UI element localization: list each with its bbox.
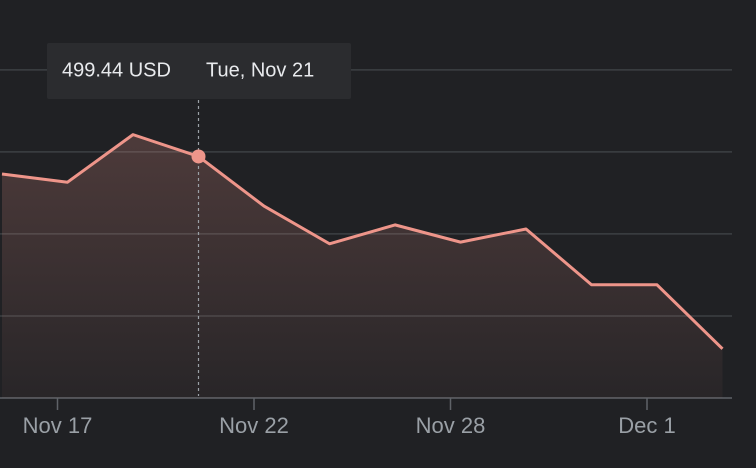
plot bbox=[1, 133, 724, 398]
price-line bbox=[1, 133, 724, 350]
area-fill bbox=[2, 134, 723, 398]
x-tick-label: Nov 28 bbox=[416, 413, 486, 438]
tooltip-date: Tue, Nov 21 bbox=[206, 59, 314, 81]
x-tick-label: Nov 22 bbox=[219, 413, 289, 438]
x-axis: Nov 17 Nov 22 Nov 28 Dec 1 bbox=[23, 398, 676, 438]
hover-point bbox=[191, 149, 206, 164]
tooltip-box bbox=[47, 43, 351, 99]
x-tick-label: Nov 17 bbox=[23, 413, 93, 438]
tooltip: 499.44 USD Tue, Nov 21 bbox=[47, 43, 351, 99]
tooltip-value: 499.44 USD bbox=[62, 59, 171, 81]
x-tick-label: Dec 1 bbox=[618, 413, 675, 438]
